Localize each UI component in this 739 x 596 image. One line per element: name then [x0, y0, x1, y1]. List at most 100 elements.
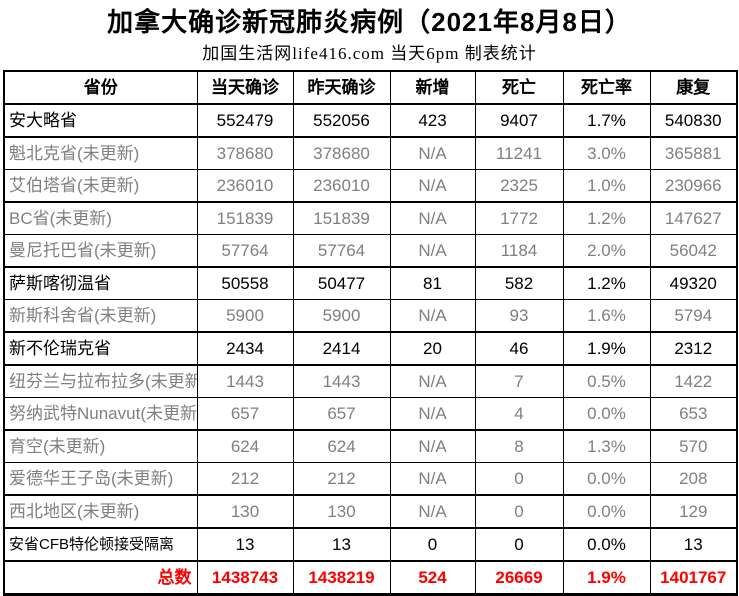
- total-yesterday: 1438219: [292, 560, 391, 595]
- cell-province: 安大略省: [3, 103, 198, 138]
- cell-province: 西北地区(未更新): [3, 494, 198, 529]
- total-death-rate: 1.9%: [562, 560, 651, 595]
- cell-new-cases: 81: [389, 266, 476, 300]
- cell-new-cases: 423: [389, 103, 476, 138]
- cell-yesterday: 50477: [292, 266, 391, 300]
- cell-yesterday: 236010: [292, 169, 391, 203]
- table-row: BC省(未更新) 151839 151839 N/A 1772 1.2% 147…: [3, 201, 738, 235]
- table-row: 萨斯喀彻温省 50558 50477 81 582 1.2% 49320: [3, 266, 738, 300]
- cell-yesterday: 57764: [292, 234, 391, 268]
- cell-recovered: 208: [649, 462, 738, 496]
- cell-yesterday: 151839: [292, 201, 391, 235]
- cell-yesterday: 624: [292, 429, 391, 463]
- cell-recovered: 230966: [649, 169, 738, 203]
- total-row: 总数 1438743 1438219 524 26669 1.9% 140176…: [3, 560, 738, 595]
- cell-province: 艾伯塔省(未更新): [3, 169, 198, 203]
- cell-new-cases: N/A: [389, 201, 476, 235]
- table-row: 纽芬兰与拉布拉多(未更新) 1443 1443 N/A 7 0.5% 1422: [3, 364, 738, 398]
- table-row: 曼尼托巴省(未更新) 57764 57764 N/A 1184 2.0% 560…: [3, 234, 738, 268]
- total-new-cases: 524: [389, 560, 476, 595]
- cell-today: 151839: [196, 201, 294, 235]
- cell-deaths: 1184: [474, 234, 564, 268]
- col-header-province: 省份: [3, 70, 198, 105]
- total-recovered: 1401767: [649, 560, 738, 595]
- cell-death-rate: 3.0%: [562, 136, 651, 170]
- col-header-death-rate: 死亡率: [562, 70, 651, 105]
- table-row: 新斯科舍省(未更新) 5900 5900 N/A 93 1.6% 5794: [3, 299, 738, 333]
- cell-deaths: 0: [474, 494, 564, 529]
- table-row: 安大略省 552479 552056 423 9407 1.7% 540830: [3, 103, 738, 138]
- cell-deaths: 0: [474, 462, 564, 496]
- cell-deaths: 4: [474, 397, 564, 431]
- cell-deaths: 8: [474, 429, 564, 463]
- table-row: 新不伦瑞克省 2434 2414 20 46 1.9% 2312: [3, 331, 738, 366]
- cell-province: 新不伦瑞克省: [3, 331, 198, 366]
- cell-today: 57764: [196, 234, 294, 268]
- cell-yesterday: 2414: [292, 331, 391, 366]
- cell-recovered: 2312: [649, 331, 738, 366]
- cell-today: 236010: [196, 169, 294, 203]
- cell-death-rate: 1.2%: [562, 266, 651, 300]
- col-header-today: 当天确诊: [196, 70, 294, 105]
- cell-death-rate: 0.0%: [562, 397, 651, 431]
- cell-recovered: 5794: [649, 299, 738, 333]
- cell-recovered: 147627: [649, 201, 738, 235]
- cell-province: 育空(未更新): [3, 429, 198, 463]
- cell-yesterday: 378680: [292, 136, 391, 170]
- cell-deaths: 93: [474, 299, 564, 333]
- cell-province: 纽芬兰与拉布拉多(未更新): [3, 364, 198, 398]
- cell-deaths: 7: [474, 364, 564, 398]
- cell-yesterday: 212: [292, 462, 391, 496]
- cell-deaths: 0: [474, 527, 564, 562]
- cell-death-rate: 1.7%: [562, 103, 651, 138]
- cell-yesterday: 1443: [292, 364, 391, 398]
- cell-today: 212: [196, 462, 294, 496]
- cell-death-rate: 0.0%: [562, 494, 651, 529]
- cell-today: 624: [196, 429, 294, 463]
- cell-deaths: 1772: [474, 201, 564, 235]
- cell-province: 爱德华王子岛(未更新): [3, 462, 198, 496]
- col-header-recovered: 康复: [649, 70, 738, 105]
- cell-province: 萨斯喀彻温省: [3, 266, 198, 300]
- cell-province: BC省(未更新): [3, 201, 198, 235]
- cell-recovered: 129: [649, 494, 738, 529]
- cell-recovered: 56042: [649, 234, 738, 268]
- cell-province: 新斯科舍省(未更新): [3, 299, 198, 333]
- cell-recovered: 365881: [649, 136, 738, 170]
- cell-new-cases: 0: [389, 527, 476, 562]
- cell-recovered: 49320: [649, 266, 738, 300]
- cell-today: 378680: [196, 136, 294, 170]
- cell-today: 552479: [196, 103, 294, 138]
- cell-recovered: 1422: [649, 364, 738, 398]
- cell-new-cases: N/A: [389, 169, 476, 203]
- cell-recovered: 540830: [649, 103, 738, 138]
- cell-death-rate: 1.0%: [562, 169, 651, 203]
- cell-new-cases: N/A: [389, 299, 476, 333]
- table-header-row: 省份 当天确诊 昨天确诊 新增 死亡 死亡率 康复: [3, 70, 738, 105]
- table-row: 西北地区(未更新) 130 130 N/A 0 0.0% 129: [3, 494, 738, 529]
- cell-death-rate: 2.0%: [562, 234, 651, 268]
- cell-new-cases: N/A: [389, 397, 476, 431]
- table-row: 安省CFB特伦顿接受隔离 13 13 0 0 0.0% 13: [3, 527, 738, 562]
- table-row: 魁北克省(未更新) 378680 378680 N/A 11241 3.0% 3…: [3, 136, 738, 170]
- cell-new-cases: N/A: [389, 136, 476, 170]
- cell-death-rate: 0.0%: [562, 462, 651, 496]
- cell-recovered: 13: [649, 527, 738, 562]
- cell-recovered: 653: [649, 397, 738, 431]
- cell-deaths: 2325: [474, 169, 564, 203]
- cell-today: 13: [196, 527, 294, 562]
- cell-death-rate: 1.2%: [562, 201, 651, 235]
- cell-new-cases: N/A: [389, 494, 476, 529]
- cell-yesterday: 657: [292, 397, 391, 431]
- table-row: 爱德华王子岛(未更新) 212 212 N/A 0 0.0% 208: [3, 462, 738, 496]
- cell-yesterday: 13: [292, 527, 391, 562]
- cell-province: 努纳武特Nunavut(未更新): [3, 397, 198, 431]
- cell-province: 魁北克省(未更新): [3, 136, 198, 170]
- cell-deaths: 11241: [474, 136, 564, 170]
- cell-death-rate: 1.6%: [562, 299, 651, 333]
- cell-new-cases: N/A: [389, 429, 476, 463]
- cell-death-rate: 1.9%: [562, 331, 651, 366]
- cell-new-cases: N/A: [389, 462, 476, 496]
- col-header-yesterday: 昨天确诊: [292, 70, 391, 105]
- cell-today: 5900: [196, 299, 294, 333]
